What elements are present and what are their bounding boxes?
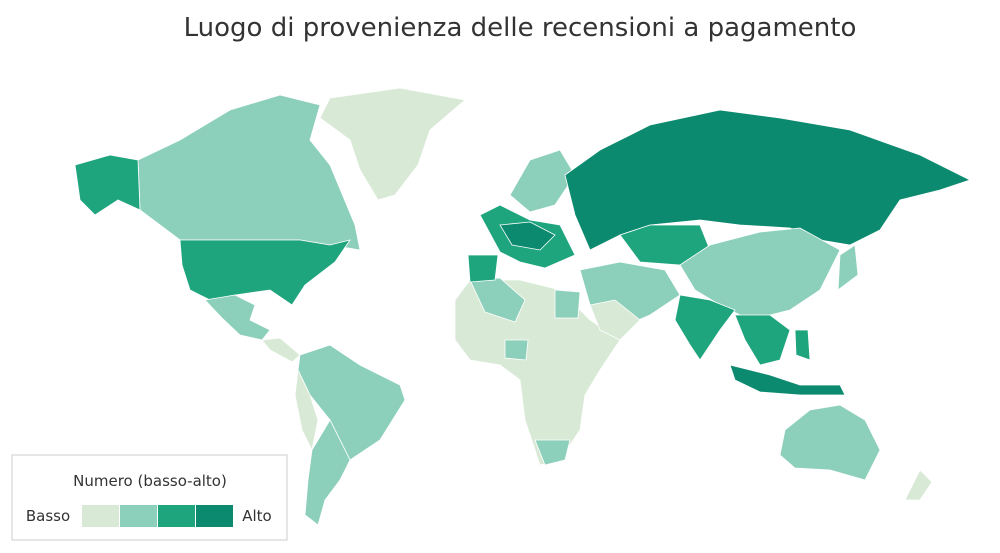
world-map xyxy=(74,87,972,526)
philippines xyxy=(794,329,811,361)
south-america-south xyxy=(304,419,351,526)
scandinavia xyxy=(509,149,576,213)
south-africa xyxy=(534,439,571,466)
russia xyxy=(564,109,972,251)
alaska xyxy=(74,154,141,216)
legend-title: Numero (basso-alto) xyxy=(73,472,227,490)
legend-low: Basso xyxy=(26,507,70,525)
egypt xyxy=(554,289,581,319)
australia xyxy=(779,404,881,481)
legend-swatch xyxy=(158,505,195,527)
india xyxy=(674,294,736,361)
nigeria xyxy=(504,339,529,361)
title: Luogo di provenienza delle recensioni a … xyxy=(184,13,857,43)
legend-swatch xyxy=(120,505,157,527)
greenland xyxy=(319,87,466,201)
new-zealand xyxy=(904,469,933,501)
mexico xyxy=(204,294,271,341)
iberia xyxy=(467,254,499,283)
usa xyxy=(179,239,351,306)
legend-swatch xyxy=(82,505,119,527)
southeast-asia xyxy=(734,314,791,366)
arabia xyxy=(589,299,641,341)
legend-box xyxy=(11,454,288,541)
legend-swatch xyxy=(196,505,233,527)
china xyxy=(679,227,841,321)
south-america-north xyxy=(297,344,406,461)
africa xyxy=(454,279,621,466)
legend-swatches xyxy=(82,505,233,527)
indonesia xyxy=(729,364,846,396)
central-america xyxy=(261,337,301,363)
central-europe xyxy=(499,221,556,251)
japan xyxy=(837,244,859,291)
legend-high: Alto xyxy=(242,507,272,525)
